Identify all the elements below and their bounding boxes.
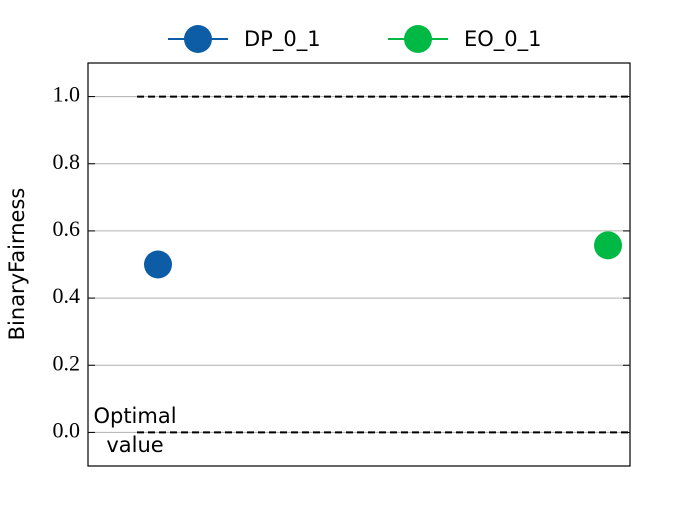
point [144,250,172,279]
legend-label: EO_0_1 [464,27,542,52]
annotation: value [106,433,163,457]
plot-frame [87,62,631,467]
legend-marker [404,25,432,53]
y-tick-label: 0.6 [53,216,81,241]
y-tick-label: 0.0 [53,417,81,442]
legend-marker [184,25,212,53]
y-tick-label: 1.0 [53,82,81,107]
y-axis-label: BinaryFairness [5,188,29,341]
y-tick-label: 0.4 [53,283,81,308]
y-tick-label: 0.8 [53,149,81,174]
annotation: Optimal [93,404,176,428]
y-tick-label: 0.2 [53,350,81,375]
point [594,231,622,260]
legend-label: DP_0_1 [244,27,321,52]
